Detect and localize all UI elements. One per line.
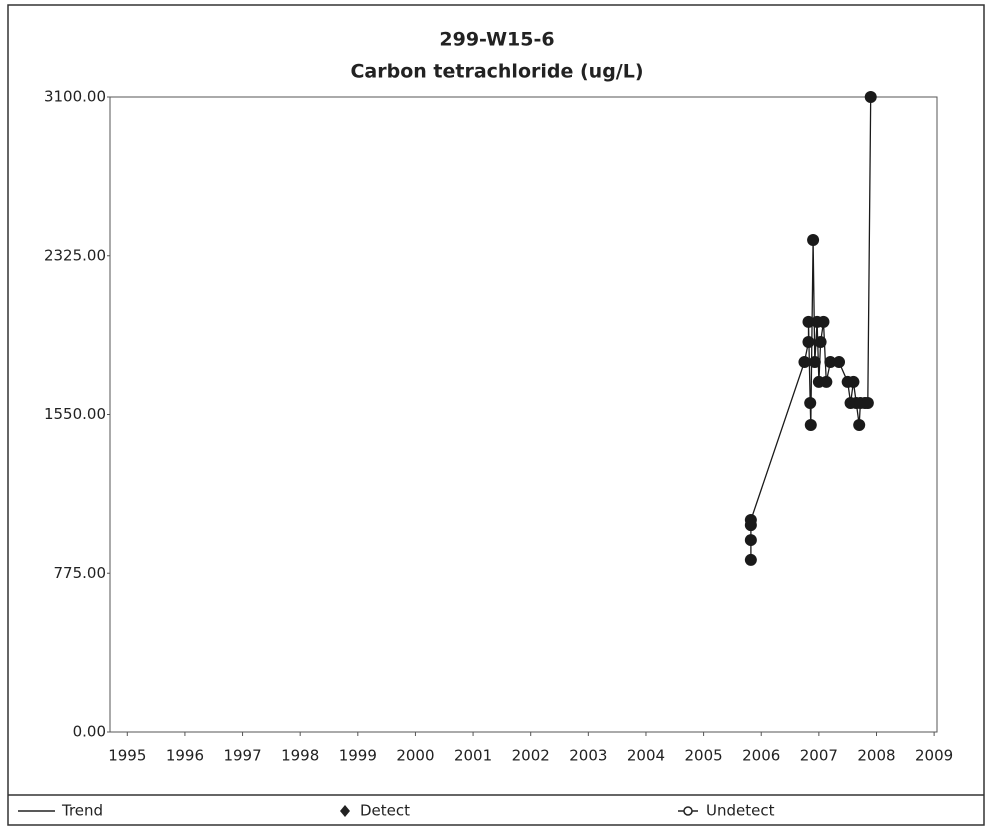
detect-point <box>853 418 866 431</box>
detect-point <box>804 418 817 431</box>
detect-point <box>802 335 815 348</box>
detect-point <box>833 356 846 369</box>
x-tick-label: 2005 <box>685 747 723 765</box>
detect-point <box>847 375 860 388</box>
legend-label: Undetect <box>706 802 775 820</box>
frame <box>7 4 985 826</box>
chart-subtitle: Carbon tetrachloride (ug/L) <box>350 61 643 83</box>
detect-point <box>744 513 757 526</box>
legend-label: Detect <box>360 802 410 820</box>
x-tick-label: 1996 <box>166 747 204 765</box>
detect-point <box>861 397 874 410</box>
x-tick-label: 2002 <box>512 747 550 765</box>
detect-point <box>804 397 817 410</box>
detect-point <box>824 356 837 369</box>
detect-point <box>744 553 757 566</box>
x-tick-label: 2000 <box>396 747 434 765</box>
x-tick-label: 1999 <box>339 747 377 765</box>
x-tick-label: 1995 <box>108 747 146 765</box>
chart-title: 299-W15-6 <box>439 29 554 51</box>
detect-point <box>808 356 821 369</box>
legend-label: Trend <box>61 802 103 820</box>
detect-point <box>798 356 811 369</box>
x-tick-label: 2008 <box>857 747 895 765</box>
detect-point <box>864 91 877 103</box>
legend-detect-symbol <box>340 805 350 817</box>
detect-point <box>807 233 820 246</box>
x-tick-label: 1997 <box>223 747 261 765</box>
detect-point <box>820 375 833 388</box>
x-tick-label: 2001 <box>454 747 492 765</box>
y-tick-label: 0.00 <box>73 723 106 741</box>
detect-point <box>744 534 757 547</box>
y-tick-label: 1550.00 <box>44 405 106 423</box>
y-tick-label: 775.00 <box>54 564 107 582</box>
x-tick-label: 2006 <box>742 747 780 765</box>
x-tick-label: 2004 <box>627 747 665 765</box>
x-tick-label: 2009 <box>915 747 953 765</box>
detect-point <box>814 335 827 348</box>
y-tick-label: 2325.00 <box>44 246 106 264</box>
detect-point <box>802 315 815 328</box>
x-tick-label: 2007 <box>800 747 838 765</box>
x-tick-label: 2003 <box>569 747 607 765</box>
y-tick-label: 3100.00 <box>44 88 106 106</box>
legend-undetect-symbol <box>683 806 693 816</box>
detect-point <box>817 315 830 328</box>
x-tick-label: 1998 <box>281 747 319 765</box>
